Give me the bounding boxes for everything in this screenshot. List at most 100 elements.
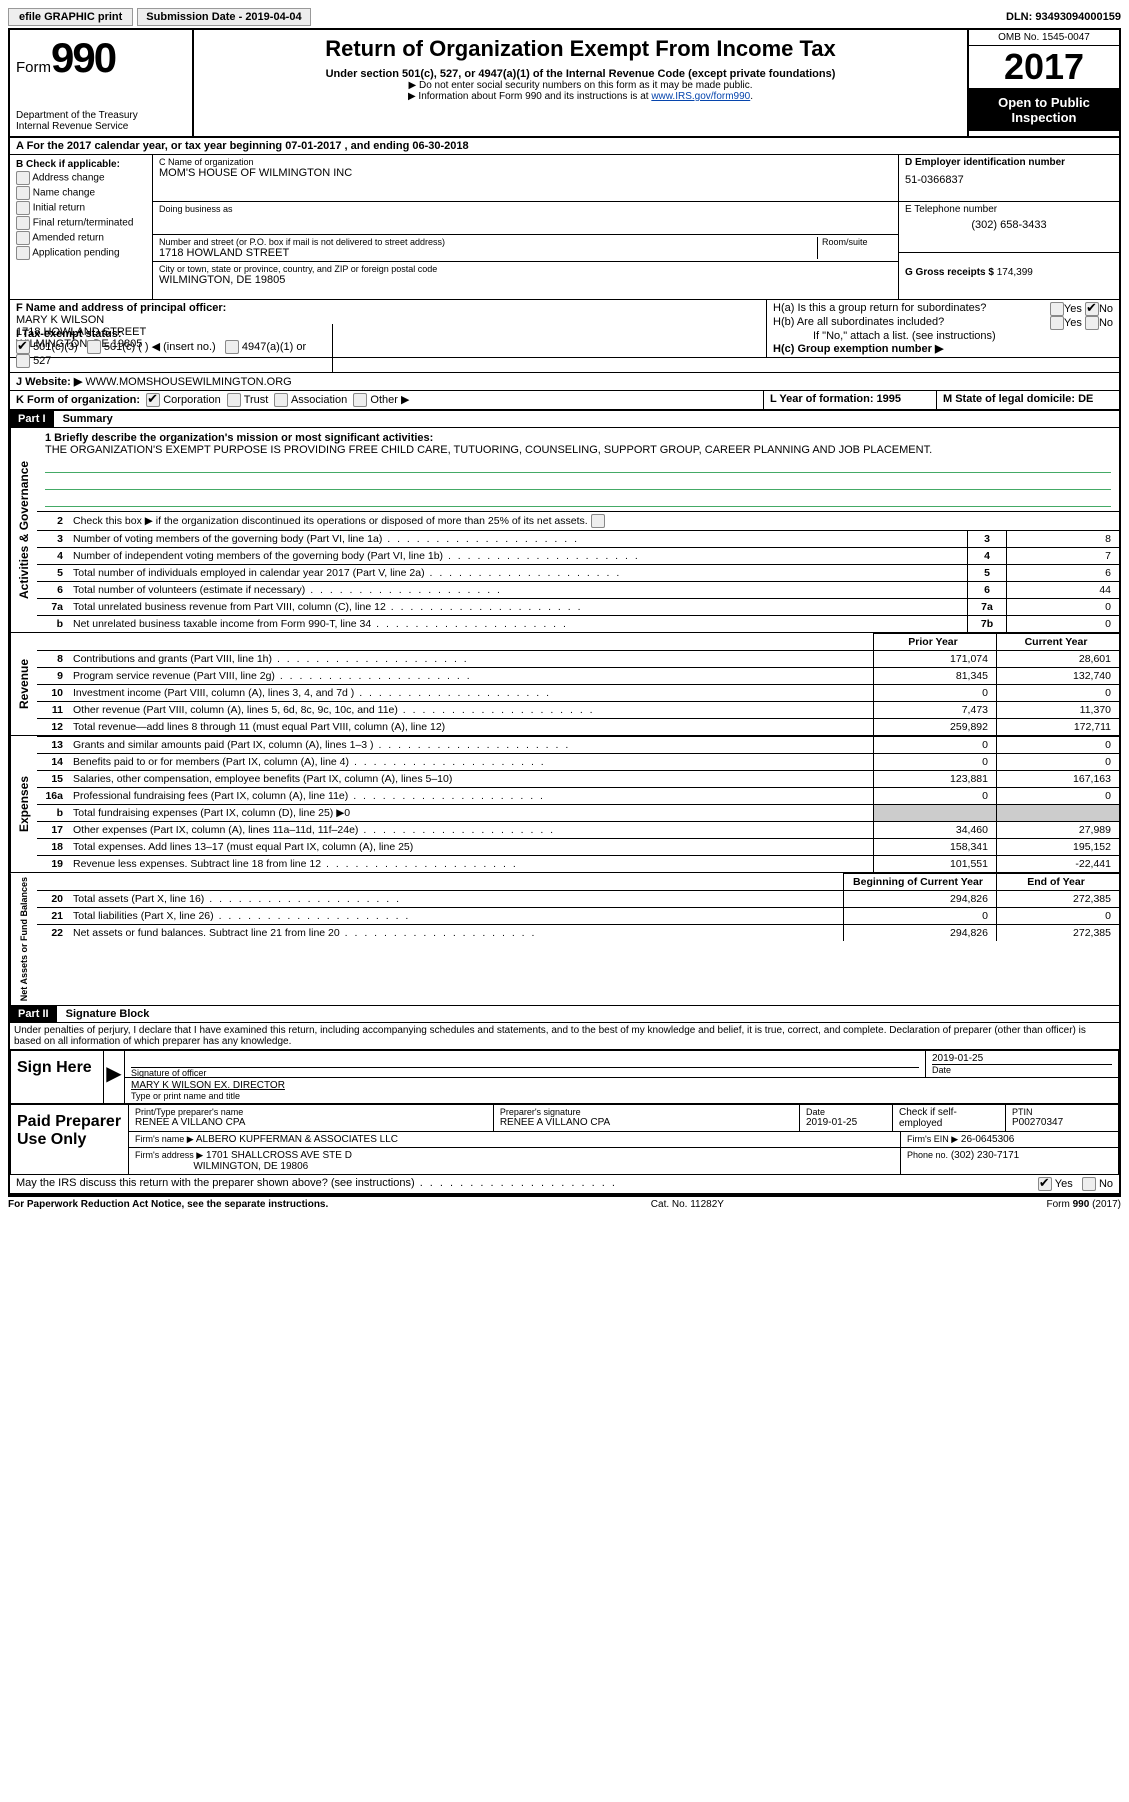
line-value: 44 bbox=[1007, 582, 1120, 599]
chk-final-return[interactable]: Final return/terminated bbox=[16, 216, 146, 230]
line-box: 7b bbox=[968, 616, 1007, 633]
website-label: J Website: ▶ bbox=[16, 376, 82, 388]
addr-label: Number and street (or P.O. box if mail i… bbox=[159, 237, 817, 247]
chk-4947[interactable] bbox=[225, 340, 239, 354]
line-text: Total unrelated business revenue from Pa… bbox=[69, 599, 968, 616]
opt-corp: Corporation bbox=[163, 394, 220, 406]
chk-label: Amended return bbox=[32, 233, 104, 244]
arrow-icon: ▶ bbox=[104, 1051, 125, 1103]
ein-value: 51-0366837 bbox=[905, 168, 1113, 186]
line-num: 14 bbox=[37, 754, 69, 771]
line-num: 5 bbox=[37, 565, 69, 582]
date-label: Date bbox=[932, 1064, 1112, 1075]
line-num: 18 bbox=[37, 839, 69, 856]
yes-label: Yes bbox=[1064, 303, 1082, 315]
line-num: 3 bbox=[37, 531, 69, 548]
line-text: Total expenses. Add lines 13–17 (must eq… bbox=[69, 839, 874, 856]
line-text: Program service revenue (Part VIII, line… bbox=[69, 668, 874, 685]
current-value: 0 bbox=[997, 788, 1120, 805]
header-right: OMB No. 1545-0047 2017 Open to Public In… bbox=[967, 30, 1119, 136]
prior-value: 123,881 bbox=[874, 771, 997, 788]
vtab-net-assets: Net Assets or Fund Balances bbox=[10, 873, 37, 1005]
paid-preparer-block: Paid Preparer Use Only Print/Type prepar… bbox=[10, 1104, 1119, 1175]
chk-corporation[interactable] bbox=[146, 393, 160, 407]
q2-text: Check this box ▶ if the organization dis… bbox=[69, 512, 1119, 531]
line-text: Number of voting members of the governin… bbox=[69, 531, 968, 548]
chk-amended-return[interactable]: Amended return bbox=[16, 231, 146, 245]
sig-officer-label: Signature of officer bbox=[131, 1067, 919, 1078]
begin-value: 294,826 bbox=[844, 925, 997, 942]
chk-other[interactable] bbox=[353, 393, 367, 407]
line-num: 12 bbox=[37, 719, 69, 736]
line-num: 15 bbox=[37, 771, 69, 788]
line-num: 21 bbox=[37, 908, 69, 925]
paid-date: 2019-01-25 bbox=[806, 1117, 857, 1128]
end-value: 272,385 bbox=[997, 891, 1120, 908]
line-text: Benefits paid to or for members (Part IX… bbox=[69, 754, 874, 771]
chk-trust[interactable] bbox=[227, 393, 241, 407]
net-assets-table: Beginning of Current YearEnd of Year 20T… bbox=[37, 873, 1119, 941]
dba-label: Doing business as bbox=[159, 204, 892, 214]
line-text: Contributions and grants (Part VIII, lin… bbox=[69, 651, 874, 668]
chk-application-pending[interactable]: Application pending bbox=[16, 246, 146, 260]
discuss-row: May the IRS discuss this return with the… bbox=[10, 1175, 1119, 1195]
chk-association[interactable] bbox=[274, 393, 288, 407]
paid-preparer-label: Paid Preparer Use Only bbox=[11, 1105, 129, 1174]
shaded-cell bbox=[997, 805, 1120, 822]
form-header: Form990 Department of the Treasury Inter… bbox=[10, 30, 1119, 138]
chk-527[interactable] bbox=[16, 354, 30, 368]
shaded-cell bbox=[874, 805, 997, 822]
ein-label: D Employer identification number bbox=[905, 157, 1113, 168]
chk-discuss-no[interactable] bbox=[1082, 1177, 1096, 1191]
governance-table: 2Check this box ▶ if the organization di… bbox=[37, 511, 1119, 632]
prior-value: 81,345 bbox=[874, 668, 997, 685]
city-state-zip: WILMINGTON, DE 19805 bbox=[159, 274, 892, 286]
prior-value: 101,551 bbox=[874, 856, 997, 873]
line-text: Professional fundraising fees (Part IX, … bbox=[69, 788, 874, 805]
revenue-table: Prior YearCurrent Year 8Contributions an… bbox=[37, 633, 1119, 735]
street-address: 1718 HOWLAND STREET bbox=[159, 247, 817, 259]
line-value: 0 bbox=[1007, 599, 1120, 616]
phone-value: (302) 658-3433 bbox=[905, 215, 1113, 231]
end-value: 0 bbox=[997, 908, 1120, 925]
col-begin: Beginning of Current Year bbox=[844, 874, 997, 891]
officer-label: F Name and address of principal officer: bbox=[16, 302, 760, 314]
col-prior: Prior Year bbox=[874, 634, 997, 651]
current-value: 11,370 bbox=[997, 702, 1120, 719]
ha-label: H(a) Is this a group return for subordin… bbox=[773, 302, 1050, 316]
form-number: Form990 bbox=[16, 34, 186, 82]
current-value: 132,740 bbox=[997, 668, 1120, 685]
irs-label: Internal Revenue Service bbox=[16, 121, 186, 132]
chk-discontinued[interactable] bbox=[591, 514, 605, 528]
dept-treasury: Department of the Treasury bbox=[16, 110, 186, 121]
org-name-label: C Name of organization bbox=[159, 157, 892, 167]
chk-label: Application pending bbox=[32, 248, 119, 259]
expenses-table: 13Grants and similar amounts paid (Part … bbox=[37, 736, 1119, 872]
col-end: End of Year bbox=[997, 874, 1120, 891]
chk-address-change[interactable]: Address change bbox=[16, 171, 146, 185]
line-text: Revenue less expenses. Subtract line 18 … bbox=[69, 856, 874, 873]
irs-form990-link[interactable]: www.IRS.gov/form990 bbox=[651, 91, 750, 102]
block-revenue: Revenue Prior YearCurrent Year 8Contribu… bbox=[10, 633, 1119, 736]
chk-discuss-yes[interactable] bbox=[1038, 1177, 1052, 1191]
firm-ein-label: Firm's EIN ▶ bbox=[907, 1134, 958, 1144]
line-text: Total assets (Part X, line 16) bbox=[69, 891, 844, 908]
block-governance: Activities & Governance 1 Briefly descri… bbox=[10, 428, 1119, 633]
phone-label: E Telephone number bbox=[905, 204, 1113, 215]
paid-date-label: Date bbox=[806, 1107, 886, 1117]
chk-label: Address change bbox=[32, 173, 104, 184]
line-num: 10 bbox=[37, 685, 69, 702]
chk-501c[interactable] bbox=[87, 340, 101, 354]
line-text: Total number of individuals employed in … bbox=[69, 565, 968, 582]
chk-name-change[interactable]: Name change bbox=[16, 186, 146, 200]
vtab-expenses: Expenses bbox=[10, 736, 37, 872]
ptin-value: P00270347 bbox=[1012, 1117, 1063, 1128]
chk-initial-return[interactable]: Initial return bbox=[16, 201, 146, 215]
chk-label: Initial return bbox=[33, 203, 85, 214]
efile-print-button[interactable]: efile GRAPHIC print bbox=[8, 8, 133, 26]
opt-other: Other ▶ bbox=[370, 394, 409, 406]
opt-501c: 501(c) ( ) ◀ (insert no.) bbox=[104, 341, 216, 353]
chk-501c3[interactable] bbox=[16, 340, 30, 354]
end-value: 272,385 bbox=[997, 925, 1120, 942]
part-i-title: Summary bbox=[57, 413, 113, 425]
